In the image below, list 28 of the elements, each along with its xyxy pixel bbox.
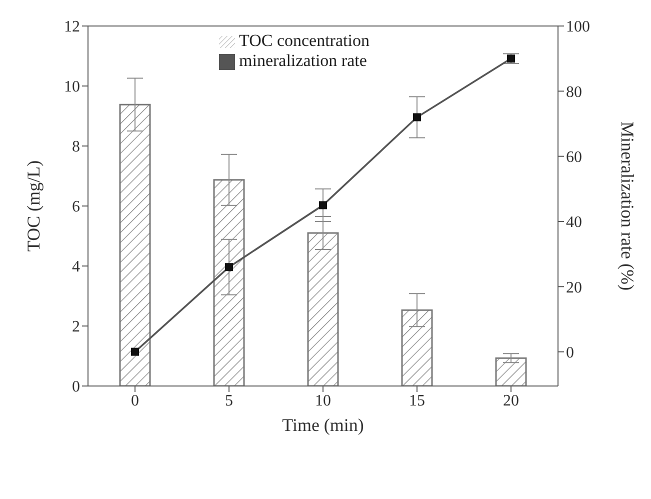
legend-label: TOC concentration (239, 31, 370, 50)
x-tick-label: 5 (225, 392, 233, 410)
y-tick-label: 10 (64, 78, 80, 96)
y-tick-label: 2 (72, 318, 80, 336)
bar (119, 104, 151, 386)
x-tick-label: 15 (409, 392, 425, 410)
bar (495, 357, 527, 386)
y-axis-title: TOC (mg/L) (23, 160, 44, 252)
y2-tick-label: 60 (566, 148, 582, 166)
y2-tick-label: 80 (566, 84, 582, 101)
legend-label: mineralization rate (239, 51, 367, 70)
y-tick-label: 12 (64, 18, 80, 36)
y2-axis-title: Mineralization rate (%) (618, 122, 638, 290)
y-tick-label: 4 (72, 258, 80, 276)
y-tick-label: 6 (72, 198, 80, 216)
y-tick-label: 8 (72, 138, 80, 156)
y2-tick-label: 40 (566, 214, 582, 232)
x-tick-label: 10 (315, 392, 331, 410)
bar (213, 179, 245, 386)
bar (401, 309, 433, 386)
y2-tick-label: 100 (566, 18, 590, 36)
bar (307, 232, 339, 386)
y2-tick-label: 20 (566, 279, 582, 296)
y2-tick-label: 0 (566, 344, 574, 362)
x-axis-title: Time (min) (282, 415, 364, 435)
x-tick-label: 0 (131, 392, 139, 410)
y-tick-label: 0 (72, 378, 80, 396)
x-tick-label: 20 (503, 392, 519, 410)
